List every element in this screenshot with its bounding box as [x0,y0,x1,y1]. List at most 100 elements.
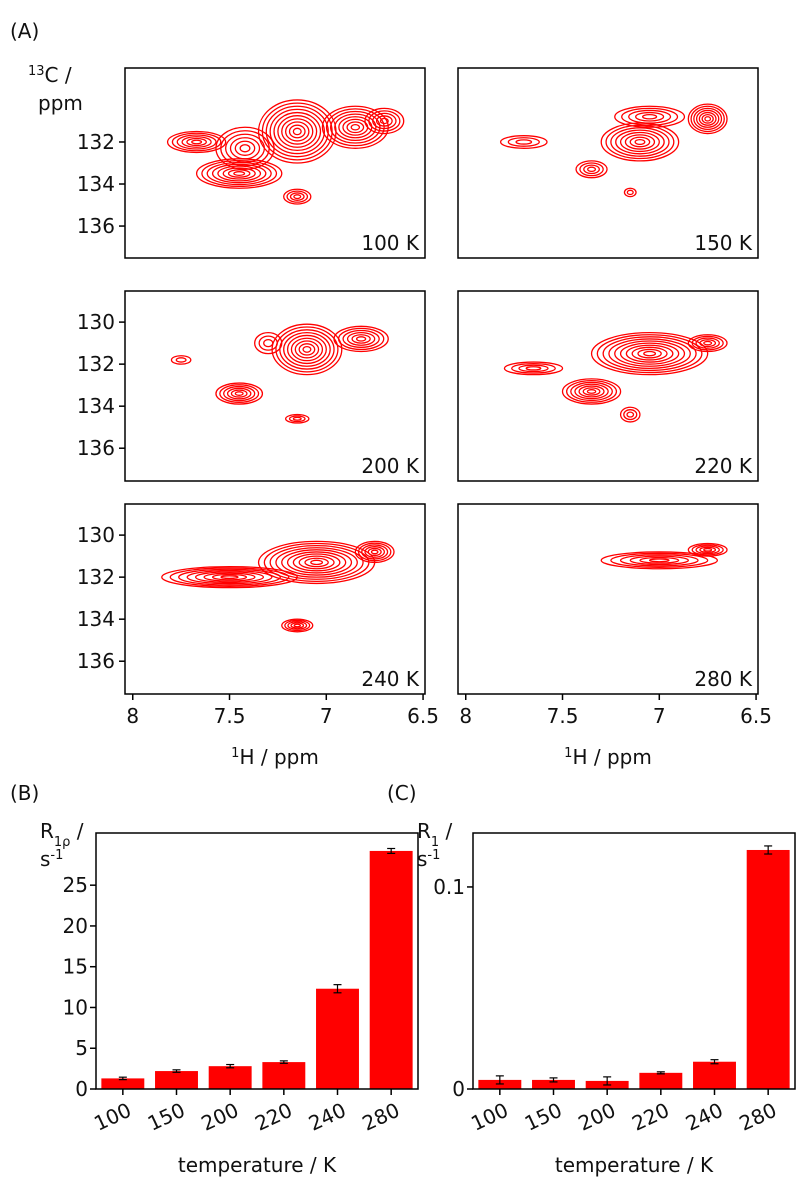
contour [271,323,343,376]
contour [515,139,533,145]
error-bar [549,1077,558,1083]
contour [693,107,723,131]
contour [290,622,305,629]
x-tick-label: 240 [305,1098,350,1136]
contour [695,109,720,128]
contour [346,331,376,346]
contour [574,383,609,400]
contour [292,553,341,572]
bar [369,850,413,1089]
bar [639,1072,683,1089]
annotation: 150 K [694,231,753,255]
annotation: 240 K [361,667,420,691]
contour [503,361,564,376]
label-part: H / ppm [239,745,318,769]
x-tick-label: 100 [90,1098,135,1136]
contour [370,549,379,555]
contour [687,542,728,557]
y-tick-label: 134 [77,394,115,418]
contour [288,124,306,139]
contour [575,160,608,179]
contour [600,551,719,570]
contour [304,557,329,568]
contour [283,188,312,205]
annotation: 220 K [694,454,753,478]
contour [181,136,212,148]
contour [293,194,302,200]
contour [704,116,712,122]
contour [329,110,381,144]
contour [273,111,322,152]
contour [583,164,600,175]
contour [277,115,318,148]
plot-frame [457,503,759,695]
axis-label: R1ρ / [40,819,84,850]
contour [614,105,686,128]
contour [292,416,302,421]
label-part: 1 [431,835,439,850]
contour [615,129,665,155]
contour [337,327,385,351]
y-tick-label: 132 [77,565,115,589]
panel-label: (B) [10,781,39,805]
x-tick-label: 220 [251,1098,296,1136]
y-tick-label: 5 [75,1036,88,1060]
bar [155,1071,198,1089]
contour [641,114,658,120]
contour [229,137,261,160]
contour [298,343,316,356]
bar [746,849,790,1089]
contour [169,567,290,587]
plot-frame [95,832,419,1090]
label-part: R [417,819,431,843]
label-part: / [70,819,83,843]
contour [226,387,252,400]
contour [368,110,401,132]
contour [590,331,709,376]
contour [634,138,646,145]
x-tick-label: 240 [682,1098,727,1136]
y-tick-label: 0.1 [433,875,465,899]
contour [211,573,248,581]
label-part: 1 [231,746,239,761]
contour [175,357,187,363]
contour [239,144,251,153]
contour [361,544,389,560]
contour [629,136,651,148]
contour [201,159,278,188]
contour [279,329,335,370]
plot-frame [457,290,759,482]
contour [699,339,717,348]
contour [687,334,728,353]
contour [600,122,680,162]
error-bar [172,1069,181,1073]
contour [203,572,256,582]
contour [351,334,371,344]
label-part: 1 [564,746,572,761]
contour [608,338,691,369]
contour [690,105,725,133]
contour [298,555,335,570]
contour [379,117,389,125]
x-tick-label: 7 [653,704,666,728]
label-part: ppm [38,91,83,115]
x-tick-label: 100 [467,1098,512,1136]
panel-label: (A) [10,19,39,43]
plot-frame [124,67,426,259]
contour [171,132,222,152]
contour [507,137,540,147]
x-tick-label: 150 [521,1098,566,1136]
contour [511,362,556,374]
contour [269,544,364,580]
contour [346,121,365,134]
axis-label: temperature / K [178,1153,337,1177]
contour [619,554,699,567]
x-tick-label: 6.5 [407,704,439,728]
contour [234,140,256,156]
contour [293,623,302,628]
contour [629,555,689,566]
contour [281,618,314,633]
x-tick-label: 7 [320,704,333,728]
contour [610,552,709,568]
label-part: -1 [427,848,440,863]
